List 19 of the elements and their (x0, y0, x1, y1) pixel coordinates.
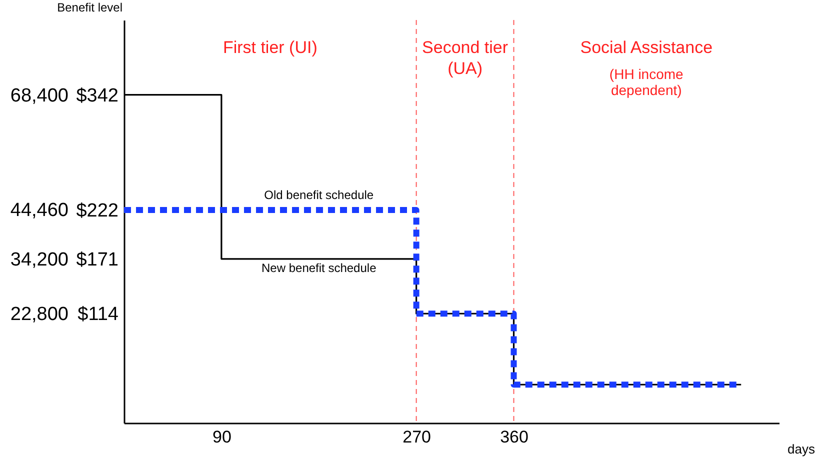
x-tick-label: 270 (402, 428, 431, 446)
x-tick-label: 90 (212, 428, 232, 446)
annotation: First tier (UI) (222, 38, 318, 57)
x-axis-title: days (788, 442, 816, 456)
series-label: New benefit schedule (262, 260, 377, 275)
annotation: Second tier (UA) (422, 38, 508, 78)
annotation: (HH income dependent) (609, 66, 684, 98)
x-tick-label: 360 (500, 428, 528, 446)
y-tick-label: $171 (76, 249, 118, 270)
y2-tick-label: 34,200 (10, 249, 68, 270)
y-tick-label: $114 (78, 304, 119, 326)
y2-tick-label: 68,400 (10, 85, 68, 106)
y2-tick-label: 44,460 (10, 200, 68, 222)
series-label: Old benefit schedule (264, 188, 374, 202)
y2-tick-label: 22,800 (10, 304, 68, 326)
y-tick-label: $342 (76, 85, 118, 106)
y-tick-label: $222 (76, 200, 118, 222)
y-axis-title: Benefit level (57, 0, 122, 14)
annotation: Social Assistance (580, 38, 713, 57)
